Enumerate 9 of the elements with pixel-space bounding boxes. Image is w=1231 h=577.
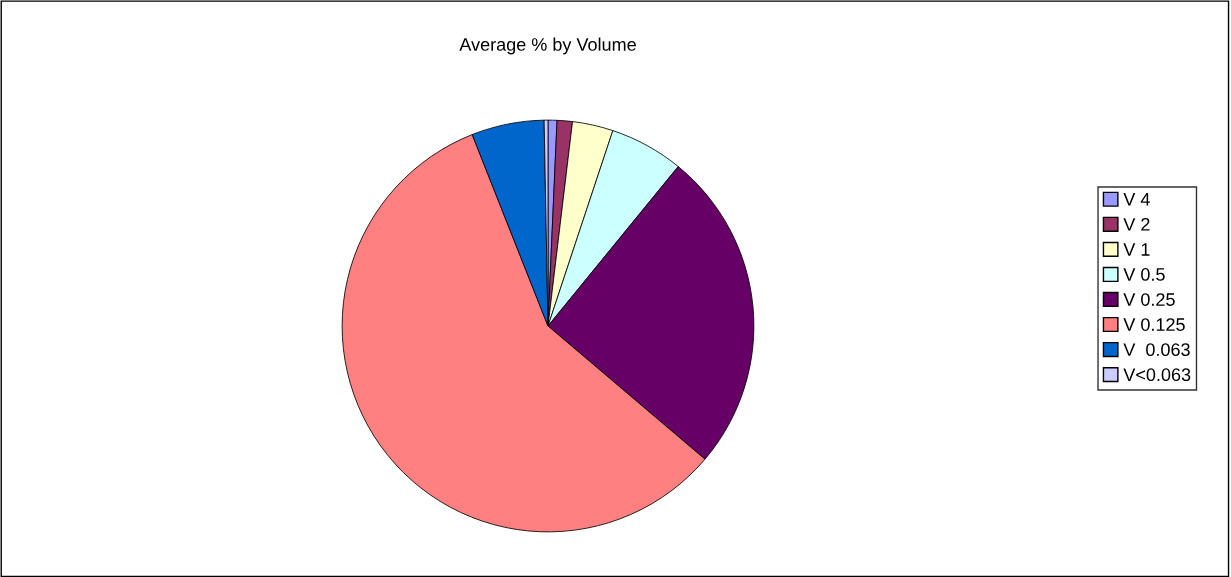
- legend-label: V 1: [1123, 243, 1150, 256]
- legend-label: V 4: [1123, 193, 1150, 206]
- legend-label: V 0.5: [1123, 268, 1165, 281]
- legend-label: V 2: [1123, 217, 1150, 231]
- legend-label: V 0.25: [1123, 293, 1175, 306]
- legend-label: V 0.125: [1123, 318, 1185, 331]
- chart-title: Average % by Volume: [459, 37, 636, 55]
- legend-label: V 0.063: [1123, 343, 1190, 357]
- legend-label: V<0.063: [1123, 368, 1191, 382]
